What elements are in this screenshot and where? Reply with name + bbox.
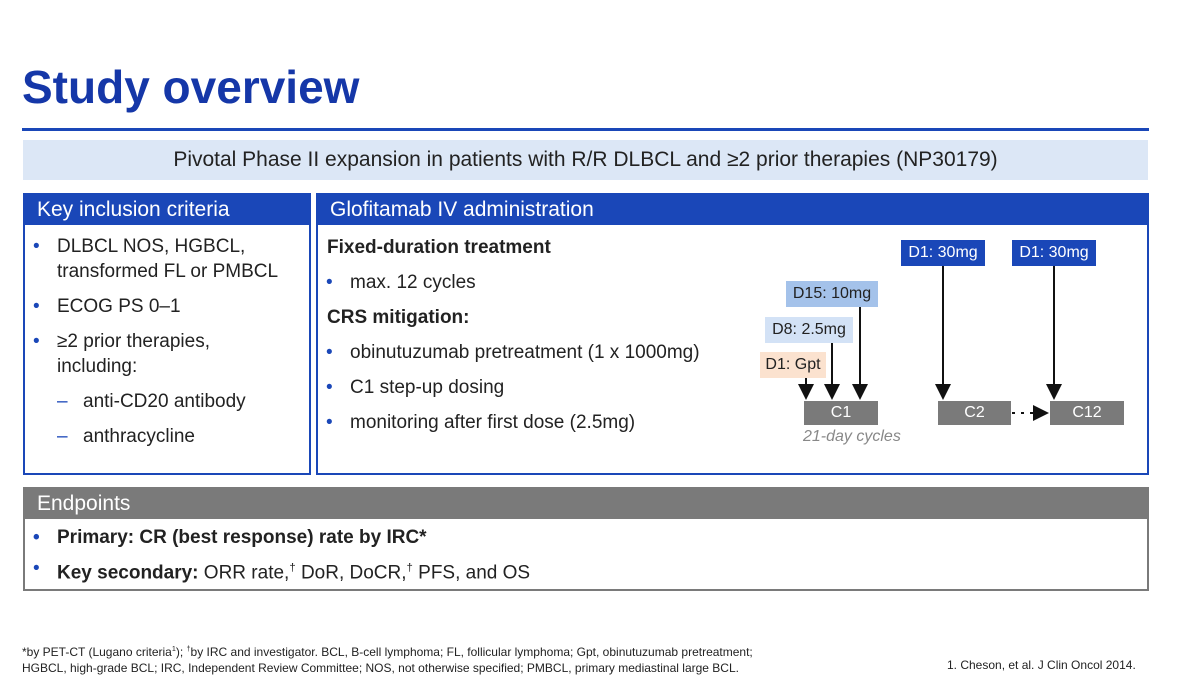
dose-box: D1: 30mg [1012,240,1096,266]
label: Key secondary: [57,562,199,584]
text: DoR, DoCR, [295,562,407,584]
section-heading: Fixed-duration treatment [327,237,551,258]
reference: 1. Cheson, et al. J Clin Oncol 2014. [947,658,1136,672]
administration-box: Glofitamab IV administration Fixed-durat… [316,193,1149,475]
cycle-caption: 21-day cycles [803,428,901,445]
list: obinutuzumab pretreatment (1 x 1000mg) C… [318,340,1147,435]
bullet: max. 12 cycles [318,270,1147,295]
text: by IRC and investigator. BCL, B-cell lym… [190,645,753,659]
sub-bullet: anthracycline [25,424,305,449]
bullet: Primary: CR (best response) rate by IRC* [25,525,1147,550]
title: Study overview [22,61,360,113]
text: *by PET-CT (Lugano criteria [22,645,172,659]
cycle-box: C1 [804,401,878,425]
bullet: monitoring after first dose (2.5mg) [318,410,1147,435]
text: ); [175,645,187,659]
bullet: Key secondary: ORR rate,† DoR, DoCR,† PF… [25,556,1147,585]
section-heading: CRS mitigation: [327,307,470,328]
dose-box: D1: 30mg [901,240,985,266]
inclusion-list: DLBCL NOS, HGBCL, transformed FL or PMBC… [25,234,305,449]
dose-box: D15: 10mg [786,281,878,307]
list: max. 12 cycles [318,270,1147,295]
sub-bullet: anti-CD20 antibody [25,389,305,414]
bullet: obinutuzumab pretreatment (1 x 1000mg) [318,340,1147,365]
inclusion-box: Key inclusion criteria DLBCL NOS, HGBCL,… [23,193,311,475]
box-header: Endpoints [25,489,1147,519]
cycle-box: C12 [1050,401,1124,425]
text: ORR rate, [198,562,290,584]
superscript: 1 [171,644,176,653]
text: PFS, and OS [412,562,531,584]
bullet: C1 step-up dosing [318,375,1147,400]
banner: Pivotal Phase II expansion in patients w… [23,140,1148,180]
bullet: ECOG PS 0–1 [25,294,305,319]
superscript: † [186,644,191,653]
footnote-line: *by PET-CT (Lugano criteria1); †by IRC a… [22,641,753,660]
superscript: † [289,562,296,574]
cycle-box: C2 [938,401,1011,425]
bullet: DLBCL NOS, HGBCL, transformed FL or PMBC… [25,234,305,284]
treatment-text: Fixed-duration treatment max. 12 cycles … [318,235,1147,435]
dose-box: D1: Gpt [760,352,826,378]
dose-box: D8: 2.5mg [765,317,853,343]
footnote-line: HGBCL, high-grade BCL; IRC, Independent … [22,661,739,675]
superscript: † [406,562,413,574]
box-header: Glofitamab IV administration [318,195,1147,225]
endpoint-list: Primary: CR (best response) rate by IRC*… [25,525,1147,585]
footnotes: *by PET-CT (Lugano criteria1); †by IRC a… [22,641,753,676]
endpoints-box: Endpoints Primary: CR (best response) ra… [23,487,1149,591]
title-rule [22,128,1149,131]
box-header: Key inclusion criteria [25,195,309,225]
bullet: ≥2 prior therapies, including: [25,329,237,379]
